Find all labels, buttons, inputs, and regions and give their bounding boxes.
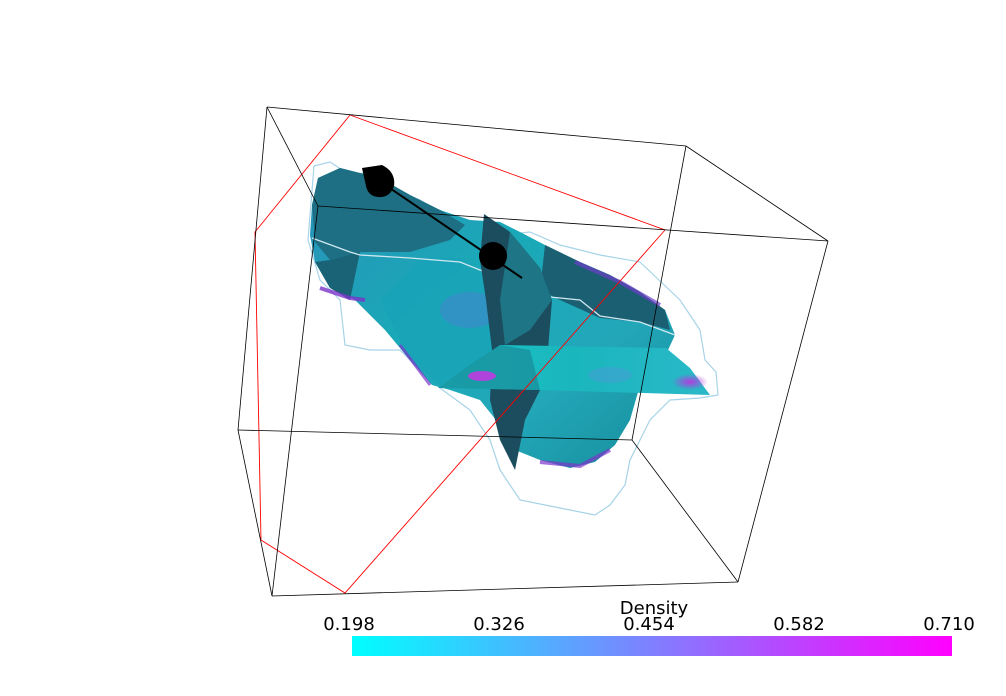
colorbar-tick: 0.710 bbox=[923, 614, 975, 635]
high-density-spot bbox=[468, 371, 496, 381]
line-handle-start[interactable] bbox=[362, 165, 395, 198]
mid-density-spot bbox=[588, 367, 632, 383]
line-handle-end[interactable] bbox=[479, 242, 507, 270]
low-density-spot bbox=[440, 292, 500, 328]
colorbar-tick: 0.582 bbox=[773, 614, 825, 635]
colorbar-tick: 0.454 bbox=[623, 614, 675, 635]
colorbar-tick: 0.198 bbox=[323, 614, 375, 635]
surface-facet-right bbox=[540, 245, 670, 330]
surface-facet-upper bbox=[312, 168, 465, 260]
edge-accent bbox=[539, 448, 611, 469]
slice-plane-horizontal-dark bbox=[438, 345, 540, 390]
slice-plane-vertical-light bbox=[500, 232, 552, 345]
high-density-spot bbox=[672, 374, 708, 390]
bounding-box bbox=[237, 106, 829, 597]
colorbar-tick: 0.326 bbox=[473, 614, 525, 635]
edge-accent bbox=[319, 286, 366, 302]
edge-accent bbox=[398, 344, 432, 386]
slice-plane-outline bbox=[254, 114, 666, 594]
surface-facet-left bbox=[315, 252, 360, 300]
colorbar-title: Density bbox=[619, 598, 689, 619]
edge-accent bbox=[574, 260, 661, 307]
colorbar-gradient bbox=[352, 636, 952, 656]
